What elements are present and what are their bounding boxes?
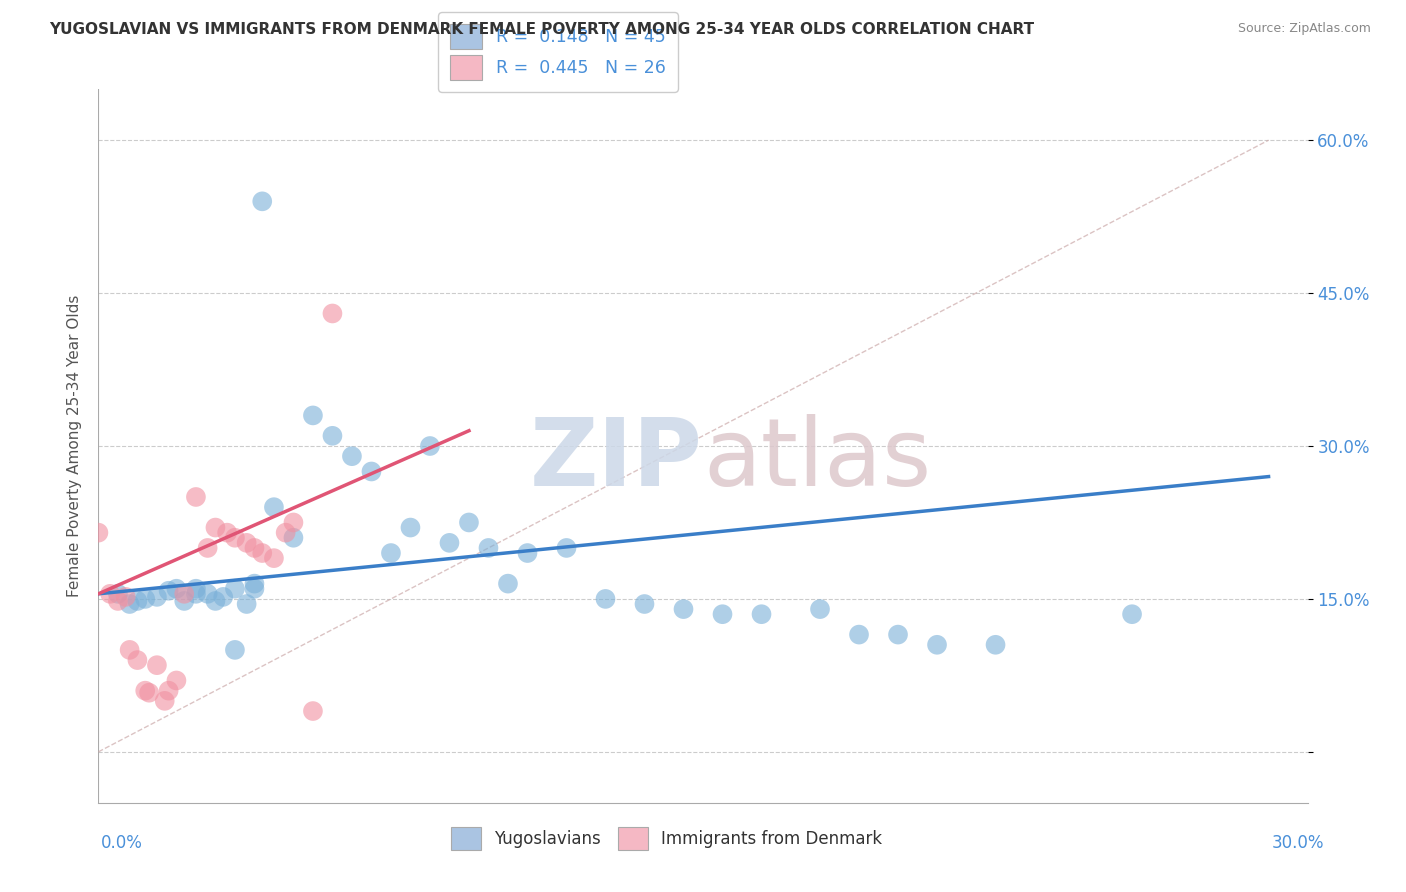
Point xyxy=(224,582,246,596)
Text: ZIP: ZIP xyxy=(530,414,703,507)
Point xyxy=(118,597,141,611)
Point xyxy=(321,306,343,320)
Point xyxy=(516,546,538,560)
Point xyxy=(107,587,129,601)
Point xyxy=(283,516,305,530)
Point xyxy=(439,536,461,550)
Text: 0.0%: 0.0% xyxy=(101,834,143,852)
Point xyxy=(477,541,499,555)
Point xyxy=(184,582,207,596)
Point xyxy=(197,541,219,555)
Point xyxy=(302,704,325,718)
Text: 30.0%: 30.0% xyxy=(1272,834,1324,852)
Point xyxy=(984,638,1007,652)
Point xyxy=(165,582,187,596)
Point xyxy=(134,591,156,606)
Point xyxy=(380,546,402,560)
Point xyxy=(399,520,422,534)
Point xyxy=(263,551,285,566)
Point xyxy=(274,525,297,540)
Point xyxy=(1121,607,1143,622)
Point xyxy=(146,658,169,673)
Point xyxy=(595,591,617,606)
Point xyxy=(302,409,325,423)
Point xyxy=(197,587,219,601)
Point xyxy=(165,673,187,688)
Point xyxy=(887,627,910,641)
Point xyxy=(252,546,274,560)
Point xyxy=(134,683,156,698)
Point xyxy=(235,536,257,550)
Point xyxy=(127,653,149,667)
Point xyxy=(224,531,246,545)
Point xyxy=(252,194,274,209)
Point xyxy=(114,590,136,604)
Point xyxy=(224,643,246,657)
Point xyxy=(153,694,176,708)
Point xyxy=(848,627,870,641)
Point xyxy=(87,525,110,540)
Point xyxy=(711,607,734,622)
Point xyxy=(157,683,180,698)
Text: atlas: atlas xyxy=(703,414,931,507)
Point xyxy=(360,465,382,479)
Point xyxy=(925,638,948,652)
Point xyxy=(146,590,169,604)
Point xyxy=(419,439,441,453)
Point xyxy=(321,429,343,443)
Text: YUGOSLAVIAN VS IMMIGRANTS FROM DENMARK FEMALE POVERTY AMONG 25-34 YEAR OLDS CORR: YUGOSLAVIAN VS IMMIGRANTS FROM DENMARK F… xyxy=(49,22,1035,37)
Point xyxy=(217,525,239,540)
Point xyxy=(184,490,207,504)
Point xyxy=(118,643,141,657)
Point xyxy=(340,449,363,463)
Point xyxy=(157,583,180,598)
Point xyxy=(283,531,305,545)
Point xyxy=(633,597,655,611)
Text: Source: ZipAtlas.com: Source: ZipAtlas.com xyxy=(1237,22,1371,36)
Point xyxy=(235,597,257,611)
Point xyxy=(173,594,195,608)
Point xyxy=(496,576,519,591)
Point xyxy=(243,541,266,555)
Point xyxy=(98,587,121,601)
Point xyxy=(808,602,831,616)
Point xyxy=(107,594,129,608)
Point xyxy=(138,686,160,700)
Point xyxy=(458,516,481,530)
Point xyxy=(263,500,285,515)
Point xyxy=(212,590,235,604)
Legend: Yugoslavians, Immigrants from Denmark: Yugoslavians, Immigrants from Denmark xyxy=(443,819,890,859)
Point xyxy=(204,520,226,534)
Point xyxy=(204,594,226,608)
Point xyxy=(243,582,266,596)
Point xyxy=(243,576,266,591)
Y-axis label: Female Poverty Among 25-34 Year Olds: Female Poverty Among 25-34 Year Olds xyxy=(66,295,82,597)
Point xyxy=(127,594,149,608)
Point xyxy=(555,541,578,555)
Point xyxy=(184,587,207,601)
Point xyxy=(173,587,195,601)
Point xyxy=(751,607,773,622)
Point xyxy=(672,602,695,616)
